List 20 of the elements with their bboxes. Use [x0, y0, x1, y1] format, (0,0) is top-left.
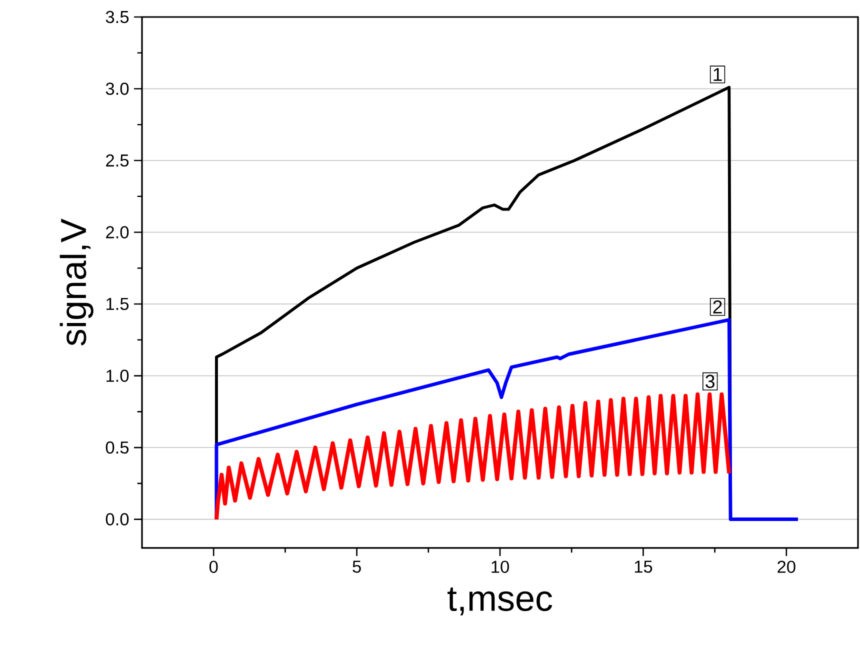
- y-tick-label: 3.0: [106, 82, 129, 95]
- y-tick-label: 0.5: [106, 441, 129, 454]
- line-series: [214, 392, 732, 522]
- y-tick-label: 2.0: [106, 226, 129, 238]
- x-tick-label: 5: [352, 560, 361, 573]
- x-tick-label: 0: [209, 560, 218, 573]
- y-tick-label: 2.5: [106, 154, 129, 167]
- y-tick-label: 0.0: [106, 513, 129, 526]
- x-tick-label: 10: [492, 560, 509, 573]
- y-axis-title: signal,V: [60, 218, 94, 346]
- y-tick-label: 1.5: [106, 298, 129, 310]
- y-tick-label: 3.5: [106, 10, 129, 24]
- x-axis-title: t,msec: [448, 587, 552, 616]
- line-series: [214, 318, 800, 522]
- x-tick-label: 15: [634, 560, 652, 573]
- series-label: 1: [714, 68, 722, 81]
- series-label: 3: [706, 374, 714, 388]
- series-label: 2: [713, 300, 722, 314]
- y-tick-label: 1.0: [106, 370, 129, 382]
- x-tick-label: 20: [778, 560, 796, 573]
